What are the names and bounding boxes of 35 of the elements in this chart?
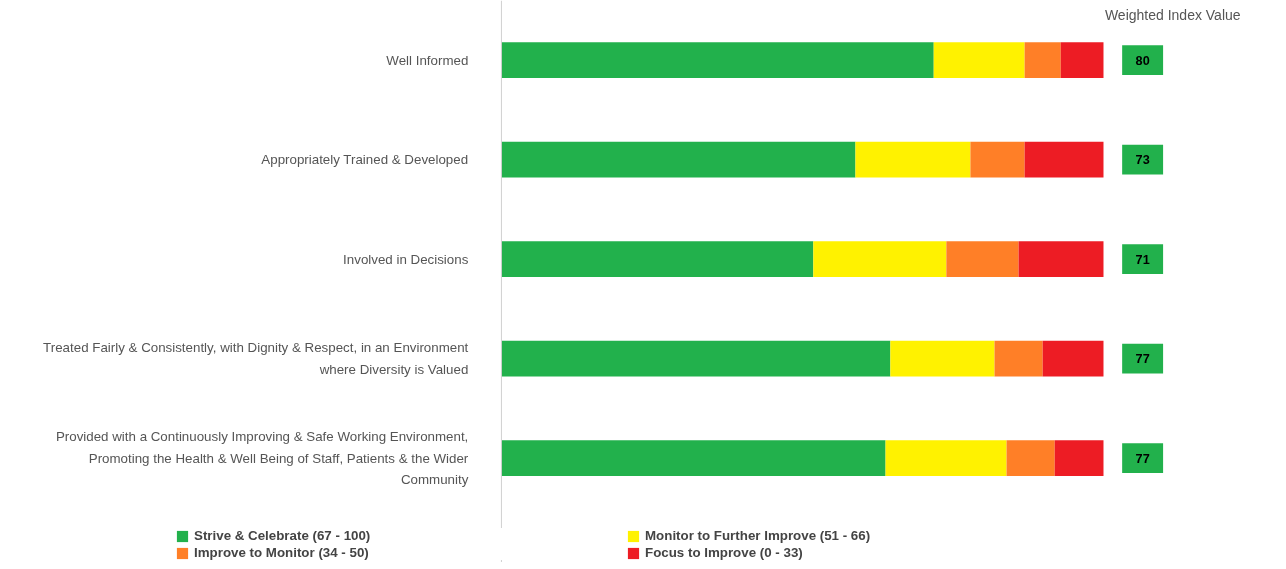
bar (501, 241, 814, 278)
bar (1024, 42, 1061, 79)
y-tick-label: Well Informed (386, 52, 469, 68)
bar (970, 141, 1025, 178)
legend-label: Improve to Monitor (34 - 50) (194, 545, 370, 560)
bar (501, 141, 856, 178)
bar (946, 241, 1019, 278)
bar (1042, 340, 1104, 377)
bar (855, 141, 971, 178)
text: 73 (1135, 153, 1150, 168)
bar (501, 42, 934, 79)
legend-label: Focus to Improve (0 - 33) (645, 545, 804, 560)
text: 77 (1135, 352, 1150, 367)
legend-label: Monitor to Further Improve (51 - 66) (645, 528, 872, 543)
bar (1024, 141, 1104, 178)
y-tick-label: Involved in Decisions (343, 251, 469, 267)
bar (1006, 440, 1055, 476)
bar (890, 340, 995, 377)
bar (994, 340, 1043, 377)
text: 77 (1135, 451, 1150, 466)
bar (933, 42, 1025, 79)
bar (1054, 440, 1104, 476)
legend-label: Strive & Celebrate (67 - 100) (194, 528, 372, 543)
bar (1060, 42, 1104, 79)
y-tick-label: Appropriately Trained & Developed (261, 152, 469, 168)
bar (885, 440, 1007, 476)
text: 71 (1135, 252, 1150, 267)
text: 80 (1135, 53, 1150, 68)
y-tick-label: Provided with a Continuously Improving & Safe Working Environment, Promoting the Health & Well Being of Staff, Patients & the Wider Community (55, 428, 469, 488)
bar (813, 241, 947, 278)
y-tick-label: Treated Fairly & Consistently, with Dignity & Respect, in an Environment where Diversity is Valued (43, 340, 469, 377)
bar (501, 340, 891, 377)
text: Weighted Index Value (1104, 7, 1241, 24)
bar (1018, 241, 1104, 278)
bar (501, 440, 886, 476)
